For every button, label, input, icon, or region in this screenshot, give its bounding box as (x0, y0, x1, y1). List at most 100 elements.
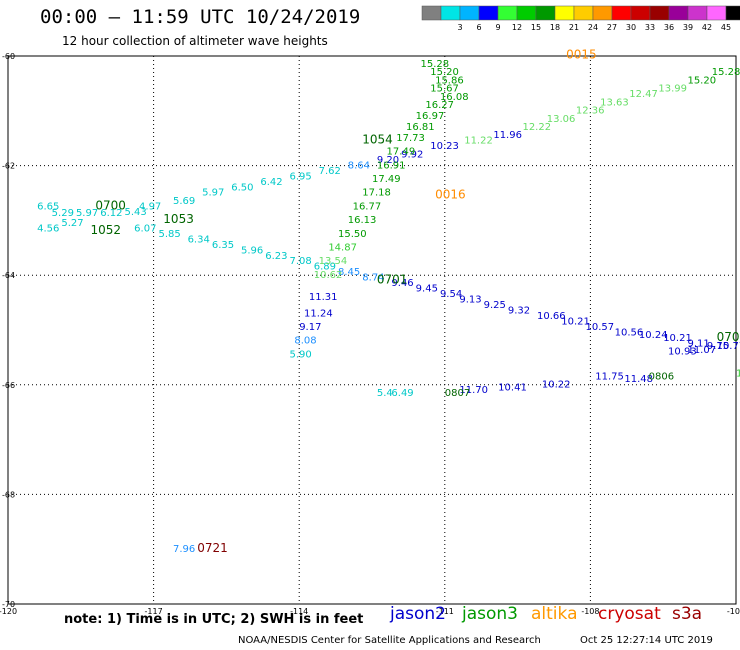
wave-height-label: 16.81 (406, 122, 435, 133)
pass-time-label: 1054 (362, 133, 393, 147)
colorbar-swatch (630, 5, 651, 21)
pass-time-labels: 0700 1052 1053 1054 0015 0016 0701 0702 0721 (91, 48, 740, 555)
credit-text: NOAA/NESDIS Center for Satellite Applica… (238, 635, 541, 646)
wave-height-label: 9.20 (377, 155, 399, 166)
wave-height-label: 15.20 (687, 75, 716, 86)
wave-height-label: 16.27 (425, 100, 454, 111)
pass-time-label: 0701 (377, 272, 408, 286)
colorbar-label: 27 (607, 23, 617, 32)
page-subtitle: 12 hour collection of altimeter wave hei… (62, 34, 328, 48)
colorbar-swatch (478, 5, 499, 21)
lat-tick-label: -62 (2, 162, 15, 171)
page-title: 00:00 – 11:59 UTC 10/24/2019 (40, 6, 361, 28)
wave-height-label: 17.18 (362, 188, 391, 199)
wave-height-label: 5.69 (173, 196, 195, 207)
colorbar-swatch (573, 5, 594, 21)
map-frame (7, 55, 737, 605)
wave-height-label: 10.77 (717, 341, 740, 352)
wave-height-label: 12.36 (576, 106, 605, 117)
colorbar-label: 30 (626, 23, 636, 32)
wave-height-label: 11.31 (309, 292, 338, 303)
colorbar-swatch (592, 5, 613, 21)
pass-time-label: 0700 (95, 198, 126, 212)
wave-height-label: 17.49 (387, 147, 416, 158)
wave-height-label: 0807 (445, 388, 470, 399)
wave-height-label: 10.62 (314, 270, 343, 281)
colorbar-swatch (554, 5, 575, 21)
wave-height-label: 13.54 (319, 256, 348, 267)
wave-height-label: 17.73 (396, 133, 425, 144)
wave-height-label: 12.22 (522, 122, 551, 133)
wave-height-label: 15.86 (435, 75, 464, 86)
wave-height-label: 11.07 (687, 345, 716, 356)
wave-height-label: 9.32 (508, 306, 530, 317)
wave-height-label: 10.23 (430, 141, 459, 152)
satellite-legend-item: jason2 (390, 604, 446, 624)
colorbar-swatch (706, 5, 727, 21)
wave-height-label: 11.96 (493, 130, 522, 141)
wave-height-points: 6.655.29 5.97 6.12 5.434.97 5.695.97 6.50 6.42… (37, 59, 740, 555)
wave-height-label: 15.28 (712, 67, 740, 78)
colorbar-swatch (497, 5, 518, 21)
colorbar-label: 9 (495, 23, 500, 32)
colorbar-label: 42 (702, 23, 712, 32)
wave-height-label: 5.90 (289, 349, 311, 360)
wave-height-label: 11.70 (459, 385, 488, 396)
satellite-legend-item: jason3 (462, 604, 518, 624)
wave-height-label: 9.17 (299, 322, 321, 333)
wave-height-label: 15.28 (421, 59, 450, 70)
wave-height-label: 5.29 (52, 208, 74, 219)
pass-time-label: 1052 (91, 223, 122, 237)
wave-height-label: 9.75 (707, 341, 729, 352)
wave-height-label: 6.23 (265, 251, 287, 262)
colorbar-swatch (668, 5, 689, 21)
wave-height-label: 5.27 (61, 218, 83, 229)
colorbar-swatch (516, 5, 537, 21)
wave-height-label: 5.97 (202, 188, 224, 199)
pass-time-label: 0015 (566, 48, 597, 62)
colorbar-label: 39 (683, 23, 693, 32)
wave-height-label: 10.22 (542, 380, 571, 391)
wave-height-label: 9.92 (401, 149, 423, 160)
pass-time-label: 0702 (717, 330, 740, 344)
wave-height-label: 5.97 (76, 208, 98, 219)
wave-height-label: 5.96 (241, 245, 263, 256)
wave-height-label: 10.66 (537, 311, 566, 322)
wave-height-label: 6.42 (260, 177, 282, 188)
colorbar-label: 45 (721, 23, 731, 32)
wave-height-label: 9.45 (416, 284, 438, 295)
wave-height-label: 5.43 (124, 207, 146, 218)
wave-height-label: 6.89 (314, 262, 336, 273)
wave-height-label: 15.67 (430, 84, 459, 95)
wave-height-label: 10.24 (639, 330, 668, 341)
pass-time-label: 1053 (163, 212, 194, 226)
satellite-legend-item: altika (531, 604, 578, 624)
satellite-legend-item: s3a (672, 604, 703, 624)
wave-height-label: 15.50 (338, 229, 367, 240)
satellite-legend-item: cryosat (598, 604, 661, 624)
colorbar-label: 36 (664, 23, 674, 32)
colorbar-swatch (611, 5, 632, 21)
wave-height-label: 13.06 (547, 114, 576, 125)
colorbar-swatch (687, 5, 708, 21)
wave-height-label: 13.63 (600, 97, 629, 108)
wave-height-label: 6.50 (231, 182, 253, 193)
lon-tick-label: -108 (581, 607, 599, 616)
lat-tick-label: -66 (2, 381, 15, 390)
wave-height-label: 4.97 (139, 201, 161, 212)
wave-height-label: 8.45 (338, 267, 360, 278)
wave-height-label: 7.08 (289, 256, 311, 267)
wave-height-label: 8.74 (362, 273, 384, 284)
wave-height-label: 9.54 (440, 289, 462, 300)
wave-height-label: 6.65 (37, 201, 59, 212)
wave-height-label: 14.87 (328, 243, 357, 254)
wave-height-label: 15.20 (430, 67, 459, 78)
colorbar-label: 24 (588, 23, 598, 32)
wave-height-label: 10.56 (615, 327, 644, 338)
colorbar-label: 12 (512, 23, 522, 32)
lat-tick-label: -64 (2, 271, 15, 280)
wave-height-label: 16.13 (348, 215, 377, 226)
wave-height-label: 6.95 (289, 171, 311, 182)
lon-tick-label: -111 (436, 607, 454, 616)
